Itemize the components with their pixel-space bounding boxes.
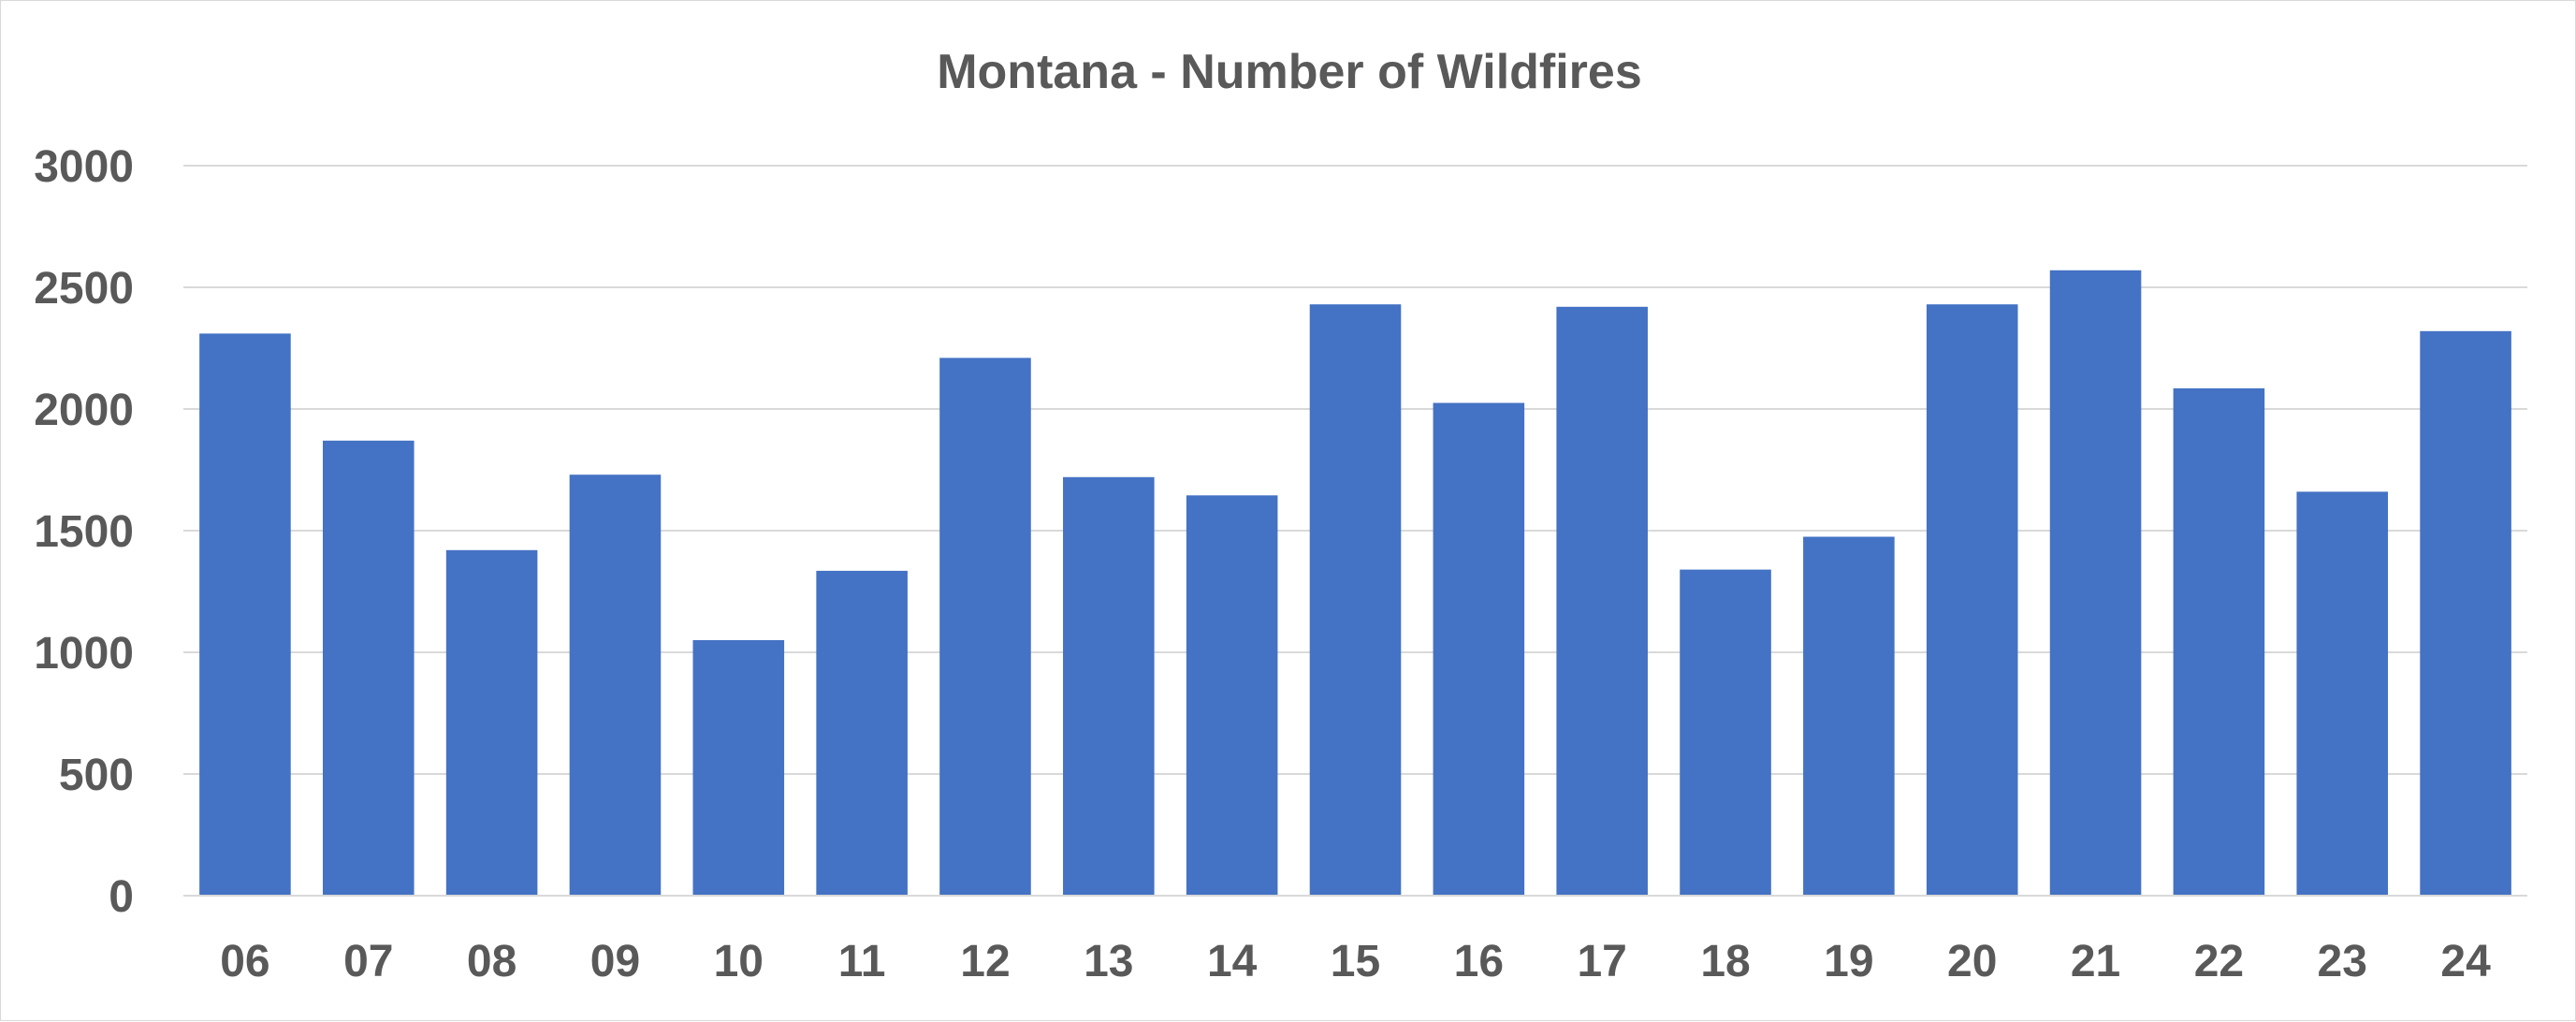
x-tick-label: 06 (220, 937, 269, 986)
x-tick-label: 07 (343, 937, 393, 986)
bar-16 (1433, 402, 1525, 896)
bars (199, 270, 2511, 896)
x-tick-label: 13 (1084, 937, 1133, 986)
y-tick-label: 1500 (34, 507, 134, 557)
bar-06 (199, 333, 291, 896)
bar-11 (816, 570, 908, 896)
bar-23 (2296, 491, 2389, 896)
y-tick-label: 500 (59, 751, 134, 800)
bar-08 (445, 549, 538, 896)
x-tick-label: 12 (960, 937, 1010, 986)
bar-24 (2420, 330, 2511, 896)
bar-14 (1186, 495, 1278, 896)
y-tick-label: 2000 (34, 386, 134, 435)
x-tick-label: 23 (2318, 937, 2367, 986)
x-tick-label: 20 (1947, 937, 1997, 986)
bar-19 (1803, 536, 1895, 896)
y-tick-label: 0 (109, 872, 134, 922)
x-tick-label: 22 (2194, 937, 2244, 986)
y-tick-label: 3000 (34, 142, 134, 192)
bar-13 (1063, 476, 1155, 896)
x-tick-label: 24 (2440, 937, 2491, 986)
x-tick-label: 17 (1577, 937, 1626, 986)
x-tick-label: 15 (1331, 937, 1380, 986)
x-tick-label: 21 (2071, 937, 2120, 986)
bar-17 (1556, 306, 1648, 896)
bar-15 (1309, 304, 1402, 896)
bar-20 (1926, 304, 2018, 896)
bar-22 (2173, 387, 2265, 896)
chart-title: Montana - Number of Wildfires (937, 45, 1642, 99)
x-tick-label: 16 (1454, 937, 1504, 986)
x-tick-label: 18 (1700, 937, 1750, 986)
x-tick-label: 10 (714, 937, 764, 986)
x-tick-label: 09 (590, 937, 640, 986)
x-tick-label: 11 (838, 937, 886, 986)
bar-21 (2049, 270, 2142, 896)
y-tick-label: 1000 (34, 629, 134, 679)
bar-10 (692, 640, 785, 896)
x-tick-label: 19 (1824, 937, 1873, 986)
bar-12 (939, 358, 1031, 896)
x-tick-label: 14 (1207, 937, 1258, 986)
bar-07 (322, 440, 415, 896)
y-axis-ticks: 0 500 1000 1500 2000 2500 3000 (34, 142, 134, 922)
bar-18 (1680, 569, 1771, 896)
y-tick-label: 2500 (34, 264, 134, 314)
bar-09 (569, 474, 662, 896)
x-tick-label: 08 (467, 937, 517, 986)
x-axis-ticks: 06 07 08 09 10 11 12 13 14 15 16 17 18 19 20 21 22 23 24 (220, 937, 2491, 986)
